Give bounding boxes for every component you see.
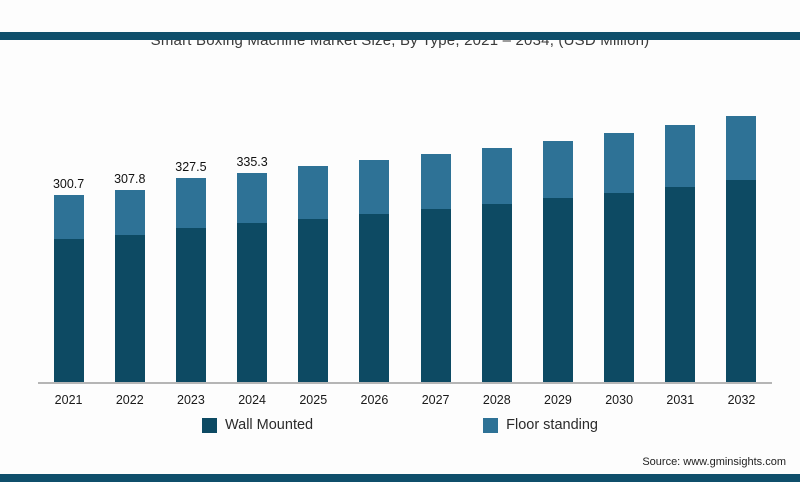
bar-segment-floor-standing	[53, 194, 84, 239]
source-text: Source: www.gminsights.com	[642, 456, 786, 468]
legend-swatch-floor-standing	[483, 417, 499, 433]
bar-column	[466, 102, 527, 382]
x-tick-label: 2022	[115, 393, 144, 407]
bar-total-label: 300.7	[52, 176, 85, 191]
x-tick-label: 2021	[54, 393, 83, 407]
bar-column: 307.8	[99, 102, 160, 382]
bar-segment-floor-standing	[481, 148, 512, 205]
bar-segment-wall-mounted	[726, 180, 757, 382]
bar-segment-floor-standing	[542, 140, 573, 199]
bar-column: 335.3	[222, 102, 283, 382]
bar-total-label: 327.5	[175, 160, 207, 175]
x-tick-label: 2026	[360, 393, 389, 407]
bar-segment-wall-mounted	[420, 209, 451, 382]
chart: 300.7 307.8 327.5 335.3 2021 2022 2023 2024 202…	[38, 102, 772, 407]
bar-segment-wall-mounted	[114, 235, 145, 382]
bar-segment-wall-mounted	[359, 214, 390, 382]
bar-segment-floor-standing	[237, 173, 268, 224]
bar-column	[650, 102, 711, 382]
bar-column	[527, 102, 588, 382]
bar-column	[405, 102, 466, 382]
bar-segment-floor-standing	[298, 166, 329, 219]
bar-segment-floor-standing	[420, 153, 451, 210]
top-accent-strip	[0, 32, 800, 40]
bar-column	[589, 102, 650, 382]
plot-area: 300.7 307.8 327.5 335.3	[38, 102, 772, 384]
bar-segment-wall-mounted	[237, 223, 268, 382]
bar-segment-floor-standing	[665, 125, 696, 187]
legend-swatch-wall-mounted	[201, 417, 217, 433]
x-tick-label: 2032	[727, 393, 756, 407]
legend-label-wall-mounted: Wall Mounted	[224, 417, 314, 433]
bar-segment-wall-mounted	[665, 186, 696, 382]
bar-segment-floor-standing	[114, 190, 145, 236]
bar-segment-floor-standing	[604, 133, 635, 193]
bar-column: 300.7	[38, 102, 99, 382]
legend-label-floor-standing: Floor standing	[506, 417, 598, 433]
x-tick-label: 2024	[238, 393, 266, 407]
x-tick-label: 2028	[482, 393, 511, 407]
x-tick-label: 2025	[299, 393, 328, 407]
x-tick-label: 2029	[544, 393, 572, 407]
bar-column: 327.5	[160, 102, 221, 382]
x-tick-label: 2031	[666, 393, 695, 407]
bar-segment-wall-mounted	[481, 204, 512, 382]
x-tick-label: 2023	[177, 393, 205, 407]
bar-column	[344, 102, 405, 382]
bar-segment-floor-standing	[175, 178, 206, 229]
bar-column	[283, 102, 344, 382]
x-axis-labels: 2021 2022 2023 2024 2025 2026 2027 2028 2029 2030…	[38, 384, 772, 407]
legend-item-floor-standing: Floor standing	[483, 417, 598, 433]
legend: Wall Mounted Floor standing	[0, 417, 800, 433]
bar-column	[711, 102, 772, 382]
bar-segment-wall-mounted	[298, 218, 329, 382]
bar-segment-wall-mounted	[53, 238, 84, 382]
bar-segment-wall-mounted	[604, 192, 635, 382]
x-tick-label: 2030	[605, 393, 634, 407]
bar-segment-floor-standing	[359, 159, 390, 214]
bar-segment-wall-mounted	[175, 228, 206, 382]
bottom-accent-strip	[0, 474, 800, 482]
x-tick-label: 2027	[421, 393, 450, 407]
bar-total-label: 307.8	[114, 172, 146, 187]
bar-segment-wall-mounted	[542, 198, 573, 382]
bar-total-label: 335.3	[236, 155, 268, 170]
legend-item-wall-mounted: Wall Mounted	[201, 417, 314, 433]
bar-segment-floor-standing	[726, 116, 757, 181]
